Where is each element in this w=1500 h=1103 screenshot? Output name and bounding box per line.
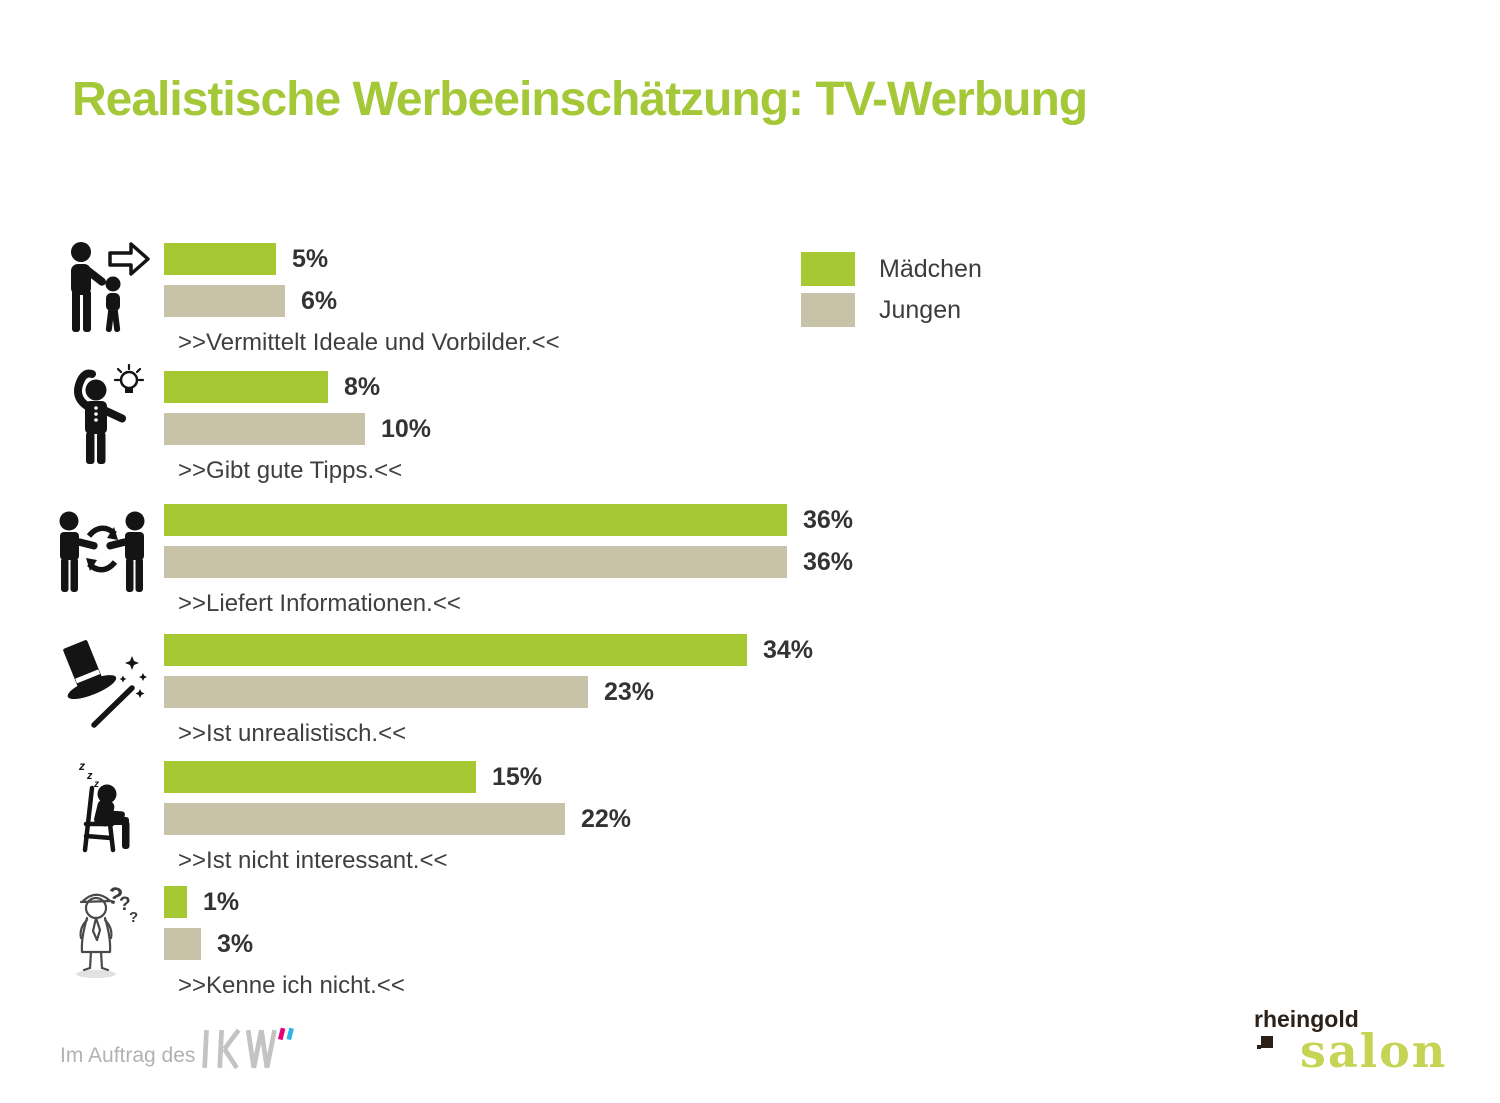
bar-jungen: [164, 546, 787, 578]
bar-jungen: [164, 413, 365, 445]
page-title: Realistische Werbeeinschätzung: TV-Werbu…: [72, 73, 1088, 126]
bar-value-label: 36%: [803, 547, 854, 576]
bar-value-label: 8%: [344, 372, 381, 401]
parent-child-arrow-icon: [44, 240, 160, 335]
legend-item-maedchen: Mädchen: [801, 252, 982, 286]
commission-text: Im Auftrag des: [60, 1044, 196, 1067]
bar-maedchen: [164, 761, 476, 793]
bar-value-label: 23%: [604, 677, 655, 706]
category-label: >>Vermittelt Ideale und Vorbilder.<<: [178, 329, 560, 356]
category-label: >>Ist nicht interessant.<<: [178, 847, 448, 874]
confused-person-icon: ? ? ?: [44, 880, 160, 982]
category-label: >>Liefert Informationen.<<: [178, 590, 461, 617]
bar-value-label: 15%: [492, 762, 543, 791]
svg-text:z: z: [93, 779, 99, 790]
ikw-logo-icon: [198, 1024, 302, 1079]
svg-text:z: z: [86, 770, 93, 782]
svg-text:?: ?: [105, 882, 126, 912]
legend-swatch-jungen: [801, 293, 855, 327]
svg-text:?: ?: [129, 909, 138, 926]
bar-maedchen: [164, 243, 276, 275]
bar-maedchen: [164, 886, 187, 918]
bar-maedchen: [164, 634, 747, 666]
idea-person-icon: [44, 364, 160, 466]
bar-jungen: [164, 285, 285, 317]
svg-text:?: ?: [119, 894, 131, 915]
bar-maedchen: [164, 371, 328, 403]
bar-value-label: 3%: [217, 929, 254, 958]
legend: Mädchen Jungen: [801, 252, 982, 334]
bar-value-label: 1%: [203, 887, 240, 916]
category-label: >>Gibt gute Tipps.<<: [178, 457, 403, 484]
bar-jungen: [164, 928, 201, 960]
sleeping-person-icon: z z z: [44, 754, 160, 856]
magician-hat-wand-icon: [44, 630, 160, 732]
bar-jungen: [164, 803, 565, 835]
rheingold-logo-text: rheingold: [1254, 1006, 1359, 1032]
chart-group-unrealistisch: 34% 23% >>Ist unrealistisch.<<: [164, 634, 813, 748]
legend-swatch-maedchen: [801, 252, 855, 286]
chart-group-nicht-interessant: 15% 22% >>Ist nicht interessant.<<: [164, 761, 631, 875]
legend-item-jungen: Jungen: [801, 293, 982, 327]
bar-value-label: 6%: [301, 286, 338, 315]
bar-value-label: 10%: [381, 414, 432, 443]
category-label: >>Ist unrealistisch.<<: [178, 720, 407, 747]
chart-group-ideale: 5% 6% >>Vermittelt Ideale und Vorbilder.…: [164, 243, 560, 357]
salon-logo-text: salon: [1300, 1024, 1448, 1078]
chart-group-tipps: 8% 10% >>Gibt gute Tipps.<<: [164, 371, 431, 485]
rheingold-mark-icon: [1257, 1035, 1274, 1057]
exchange-people-icon: [44, 500, 160, 595]
chart-group-kenne-nicht: 1% 3% >>Kenne ich nicht.<<: [164, 886, 405, 1000]
svg-text:z: z: [78, 759, 85, 773]
chart-group-informationen: 36% 36% >>Liefert Informationen.<<: [164, 504, 853, 618]
legend-label-jungen: Jungen: [879, 295, 962, 324]
bar-maedchen: [164, 504, 787, 536]
bar-value-label: 22%: [581, 804, 632, 833]
bar-value-label: 5%: [292, 244, 329, 273]
bar-jungen: [164, 676, 588, 708]
legend-label-maedchen: Mädchen: [879, 254, 982, 283]
bar-value-label: 34%: [763, 635, 814, 664]
bar-value-label: 36%: [803, 505, 854, 534]
category-label: >>Kenne ich nicht.<<: [178, 972, 405, 999]
